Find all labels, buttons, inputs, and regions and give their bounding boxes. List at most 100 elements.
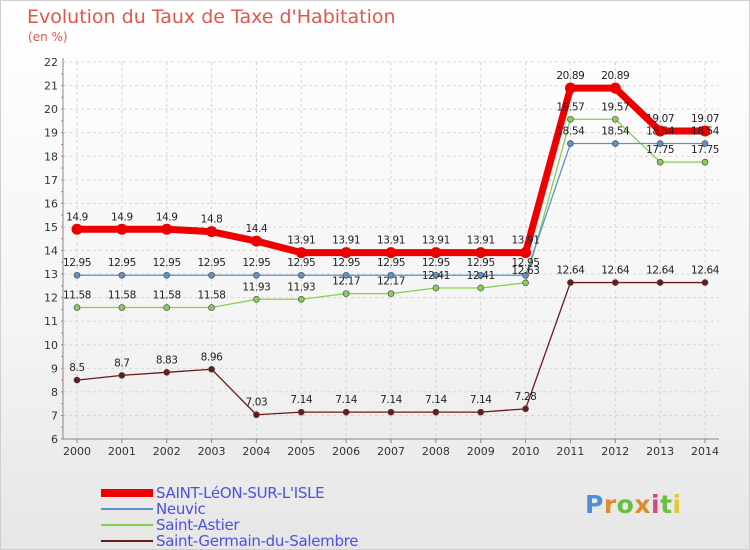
- data-point: [564, 82, 576, 94]
- data-point: [161, 223, 173, 235]
- legend-swatch-saint-astier: [101, 524, 153, 526]
- y-tick-label: 10: [44, 339, 58, 352]
- y-tick-label: 21: [44, 80, 58, 93]
- data-label: 12.95: [153, 257, 181, 269]
- data-label: 14.8: [201, 214, 223, 226]
- data-label: 12.95: [467, 257, 495, 269]
- data-label: 7.14: [470, 394, 492, 406]
- data-label: 7.14: [290, 394, 312, 406]
- data-label: 19.07: [646, 113, 674, 125]
- data-label: 13.91: [512, 235, 540, 247]
- data-point: [609, 82, 621, 94]
- data-point: [522, 279, 529, 287]
- data-label: 12.95: [242, 257, 270, 269]
- data-point: [253, 411, 260, 419]
- data-label: 18.54: [556, 126, 585, 138]
- data-point: [297, 295, 305, 303]
- data-label: 17.75: [646, 144, 674, 156]
- data-label: 12.64: [601, 265, 630, 277]
- data-point: [295, 247, 307, 259]
- data-label: 12.64: [646, 265, 675, 277]
- legend-swatch-neuvic: [101, 508, 153, 510]
- data-point: [522, 271, 529, 279]
- data-label: 19.07: [691, 113, 719, 125]
- data-label: 12.95: [108, 257, 136, 269]
- data-point: [116, 223, 128, 235]
- data-point: [387, 290, 395, 297]
- data-point: [611, 279, 619, 286]
- legend-item-saint-leon[interactable]: SAINT-LéON-SUR-L'ISLE: [101, 484, 358, 502]
- data-label: 11.58: [198, 290, 226, 302]
- data-label: 18.54: [601, 126, 630, 138]
- y-tick-label: 19: [44, 127, 58, 140]
- x-tick-label: 2007: [377, 445, 405, 458]
- data-point: [701, 279, 709, 286]
- data-label: 14.4: [246, 223, 268, 235]
- data-label: 11.58: [63, 290, 91, 302]
- data-label: 13.91: [287, 235, 315, 247]
- legend-item-saint-astier[interactable]: Saint-Astier: [101, 516, 358, 534]
- data-label: 19.57: [556, 101, 584, 113]
- data-point: [520, 247, 532, 259]
- data-label: 7.28: [515, 391, 537, 403]
- data-point: [342, 290, 350, 297]
- data-label: 12.41: [467, 270, 495, 282]
- data-point: [477, 271, 485, 279]
- data-label: 12.64: [691, 265, 720, 277]
- x-tick-label: 2006: [332, 445, 360, 458]
- data-label: 12.63: [512, 265, 540, 277]
- data-point: [432, 271, 440, 279]
- data-point: [297, 408, 305, 416]
- legend-item-neuvic[interactable]: Neuvic: [101, 500, 358, 518]
- legend-label: SAINT-LéON-SUR-L'ISLE: [156, 484, 325, 502]
- data-point: [567, 115, 574, 123]
- data-point: [297, 271, 305, 279]
- data-point: [73, 304, 81, 311]
- data-point: [522, 405, 529, 413]
- data-point: [611, 140, 619, 147]
- data-label: 12.95: [332, 257, 360, 269]
- data-label: 12.17: [332, 276, 360, 288]
- data-label: 13.91: [467, 235, 495, 247]
- data-point: [253, 271, 260, 279]
- data-point: [163, 304, 171, 311]
- x-tick-label: 2013: [646, 445, 674, 458]
- y-tick-label: 15: [44, 221, 58, 234]
- data-point: [253, 295, 260, 303]
- data-point: [477, 284, 485, 292]
- data-label: 7.03: [246, 397, 268, 409]
- y-tick-label: 13: [44, 268, 58, 281]
- x-tick-label: 2002: [153, 445, 181, 458]
- data-label: 14.9: [66, 211, 88, 223]
- data-point: [342, 408, 350, 416]
- data-label: 12.17: [377, 276, 405, 288]
- data-point: [432, 284, 440, 292]
- data-label: 14.9: [111, 211, 133, 223]
- data-point: [385, 247, 397, 259]
- x-tick-label: 2011: [556, 445, 584, 458]
- y-tick-label: 6: [51, 433, 58, 446]
- data-label: 13.91: [332, 235, 360, 247]
- y-tick-label: 7: [51, 409, 58, 422]
- y-tick-label: 17: [44, 174, 58, 187]
- y-tick-label: 11: [44, 315, 58, 328]
- data-point: [656, 279, 664, 286]
- x-tick-label: 2004: [242, 445, 270, 458]
- y-tick-label: 22: [44, 56, 58, 69]
- data-point: [71, 223, 83, 235]
- x-tick-label: 2003: [198, 445, 226, 458]
- chart-subtitle: (en %): [28, 30, 68, 44]
- x-tick-label: 2000: [63, 445, 91, 458]
- data-label: 20.89: [601, 70, 629, 82]
- data-point: [206, 226, 218, 238]
- data-label: 13.91: [377, 235, 405, 247]
- data-label: 12.95: [287, 257, 315, 269]
- data-point: [611, 115, 619, 123]
- data-point: [387, 408, 395, 416]
- legend-item-saint-germain[interactable]: Saint-Germain-du-Salembre: [101, 532, 358, 550]
- data-point: [118, 372, 126, 379]
- data-label: 12.95: [377, 257, 405, 269]
- y-tick-label: 14: [44, 245, 58, 258]
- legend-label: Neuvic: [156, 500, 206, 518]
